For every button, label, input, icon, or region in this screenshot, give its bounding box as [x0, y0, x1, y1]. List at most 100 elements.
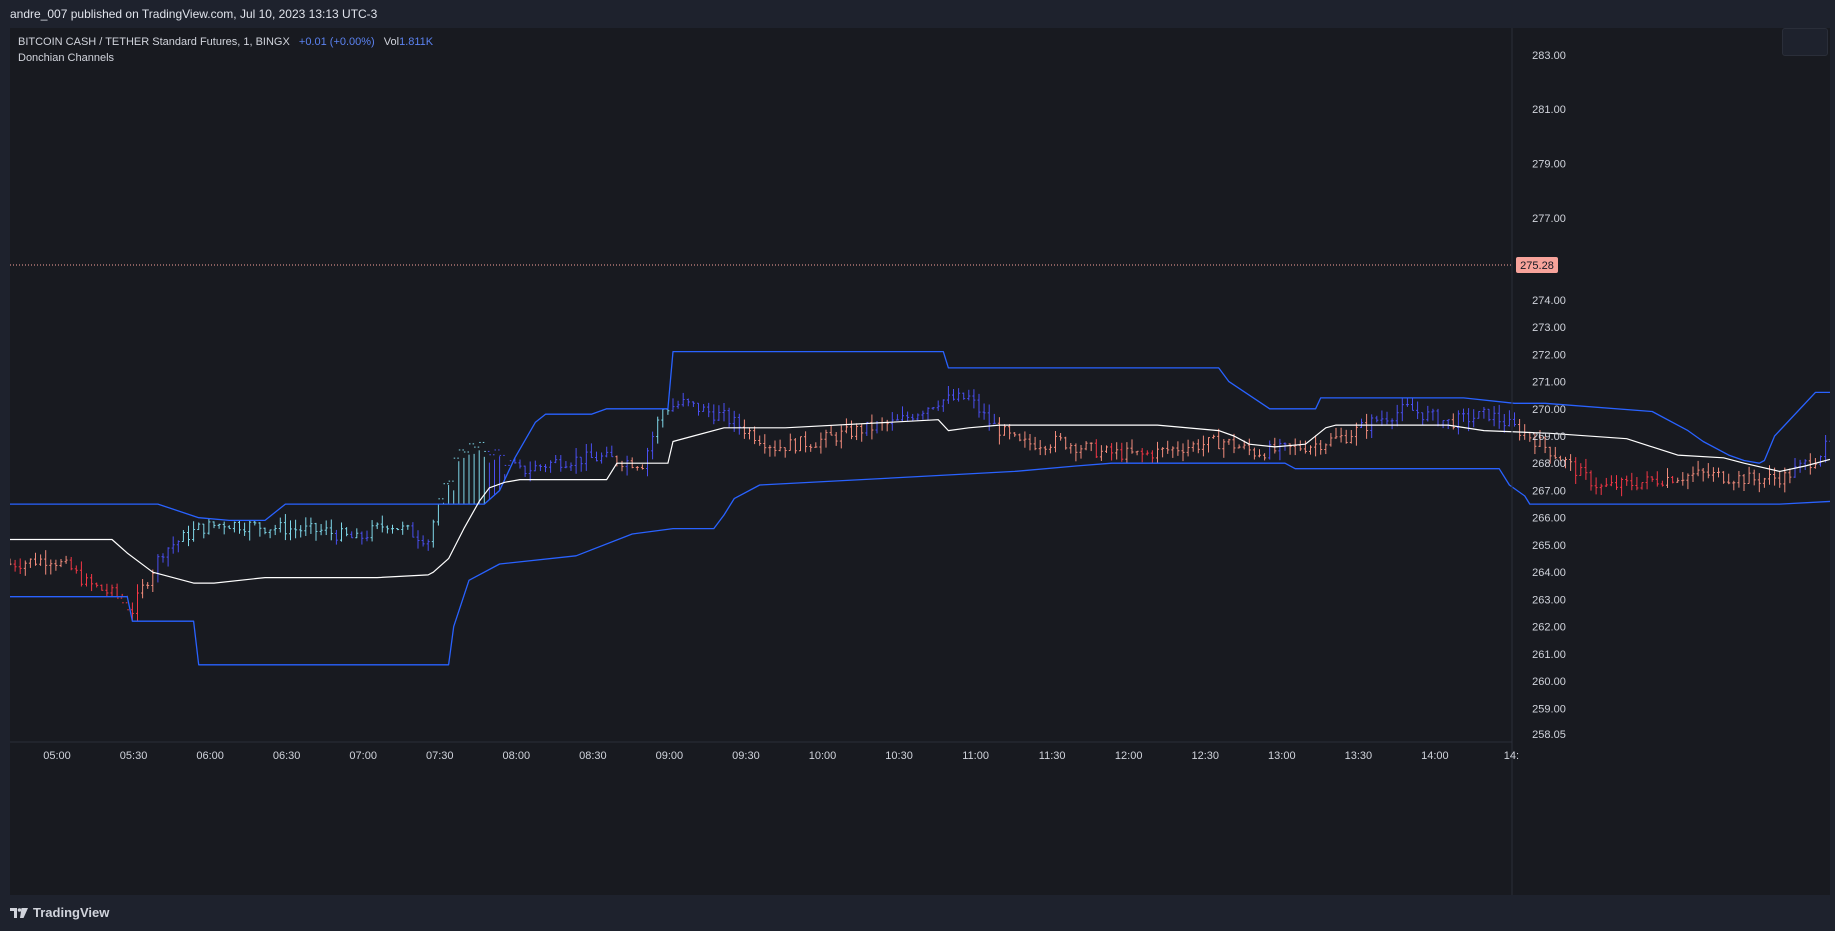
- price-bar: [595, 451, 598, 462]
- price-bar: [829, 425, 833, 436]
- price-bar: [1803, 459, 1807, 471]
- price-bar: [1303, 440, 1307, 454]
- price-bar: [90, 574, 94, 592]
- price-bar: [1125, 442, 1129, 464]
- price-bar: [100, 584, 104, 591]
- price-tick-label: 265.00: [1532, 540, 1566, 552]
- volume-label: Vol: [383, 36, 400, 48]
- price-bar: [1543, 436, 1547, 454]
- price-bar: [141, 579, 145, 599]
- price-bar: [717, 405, 721, 421]
- time-tick-label: 09:30: [732, 750, 760, 762]
- price-bar: [656, 416, 660, 444]
- price-bar: [559, 455, 563, 472]
- price-bar: [844, 418, 848, 434]
- price-bar: [385, 525, 389, 534]
- price-bar: [263, 527, 267, 535]
- price-bar: [982, 403, 986, 420]
- price-bar: [1604, 477, 1608, 488]
- price-tick-label: 272.00: [1532, 349, 1566, 361]
- price-bar: [324, 520, 328, 536]
- price-bar: [319, 524, 323, 536]
- time-tick-label: 05:30: [120, 750, 148, 762]
- price-bar: [676, 400, 680, 409]
- price-bar: [768, 445, 772, 457]
- price-bar: [1003, 424, 1006, 436]
- price-bar: [1518, 419, 1522, 441]
- price-bar: [712, 404, 716, 425]
- price-bar: [523, 465, 527, 477]
- price-bar: [1492, 406, 1496, 427]
- price-bar: [773, 440, 777, 457]
- price-axis[interactable]: 283.00 281.00 279.00 277.00 274.00 273.00 272.…: [1532, 50, 1566, 741]
- footer-brand[interactable]: TradingView: [10, 905, 109, 920]
- price-bar: [1737, 470, 1741, 488]
- price-bar: [620, 460, 624, 472]
- price-bar: [666, 408, 670, 415]
- price-bar: [1349, 430, 1353, 444]
- price-bar: [1094, 439, 1098, 458]
- price-bar: [1645, 471, 1649, 490]
- price-bar: [1701, 467, 1705, 482]
- price-bar: [1023, 431, 1027, 448]
- price-bar: [804, 431, 808, 453]
- price-bar: [105, 583, 109, 597]
- price-chart[interactable]: 283.00 281.00 279.00 277.00 274.00 273.00 272.…: [10, 28, 1830, 895]
- price-bar: [314, 522, 318, 541]
- price-bar: [610, 445, 614, 458]
- price-bar: [304, 517, 308, 536]
- price-bar: [538, 464, 542, 472]
- footer-brand-label: TradingView: [33, 905, 110, 920]
- price-bar: [1171, 446, 1175, 458]
- price-bar: [814, 442, 818, 448]
- time-tick-label: 06:00: [196, 750, 224, 762]
- price-bar: [1487, 408, 1491, 422]
- time-axis[interactable]: 05:00 05:30 06:00 06:30 07:00 07:30 08:00 08:30…: [43, 750, 1519, 762]
- price-bar: [278, 517, 282, 533]
- price-bar: [865, 421, 869, 436]
- price-bar: [258, 522, 262, 537]
- chart-panel[interactable]: 283.00 281.00 279.00 277.00 274.00 273.00 272.…: [10, 28, 1830, 895]
- price-bar: [661, 408, 665, 428]
- price-bar: [1181, 443, 1185, 462]
- price-bar: [890, 412, 894, 431]
- price-bar: [946, 385, 950, 404]
- price-bar: [793, 438, 797, 454]
- price-tick-label: 260.00: [1532, 676, 1566, 688]
- price-bar: [870, 414, 874, 440]
- price-bar: [1038, 440, 1042, 456]
- price-bar: [1630, 472, 1634, 491]
- price-bar: [1196, 439, 1200, 454]
- price-bar: [69, 556, 73, 571]
- price-bar: [646, 447, 649, 477]
- price-bar: [1324, 443, 1328, 455]
- price-bar: [79, 561, 83, 587]
- price-bar: [1752, 469, 1756, 486]
- price-bar: [544, 464, 547, 473]
- price-bar: [1808, 453, 1812, 475]
- price-bar: [702, 404, 706, 412]
- time-tick-label: 14:00: [1421, 750, 1449, 762]
- price-bar: [737, 413, 741, 435]
- price-bar: [732, 410, 736, 432]
- price-bar: [931, 407, 935, 410]
- price-bar: [447, 480, 451, 505]
- price-tick-label: 267.00: [1532, 485, 1566, 497]
- price-bar: [452, 457, 456, 505]
- indicator-legend-row[interactable]: Donchian Channels: [18, 50, 433, 66]
- time-tick-label: 10:30: [885, 750, 913, 762]
- price-bar: [1589, 470, 1593, 491]
- price-bar: [1263, 453, 1267, 461]
- price-bar: [1564, 456, 1567, 469]
- price-bar: [457, 449, 461, 505]
- price-bar: [487, 450, 491, 500]
- price-bar: [605, 446, 609, 458]
- price-bar: [691, 401, 695, 408]
- price-bar: [18, 558, 22, 574]
- price-bar: [1405, 397, 1409, 407]
- chart-settings-box[interactable]: [1782, 28, 1828, 56]
- symbol-legend-row[interactable]: BITCOIN CASH / TETHER Standard Futures, …: [18, 34, 433, 50]
- price-bar: [895, 414, 899, 421]
- price-bar: [1278, 438, 1282, 461]
- price-bar: [355, 528, 359, 539]
